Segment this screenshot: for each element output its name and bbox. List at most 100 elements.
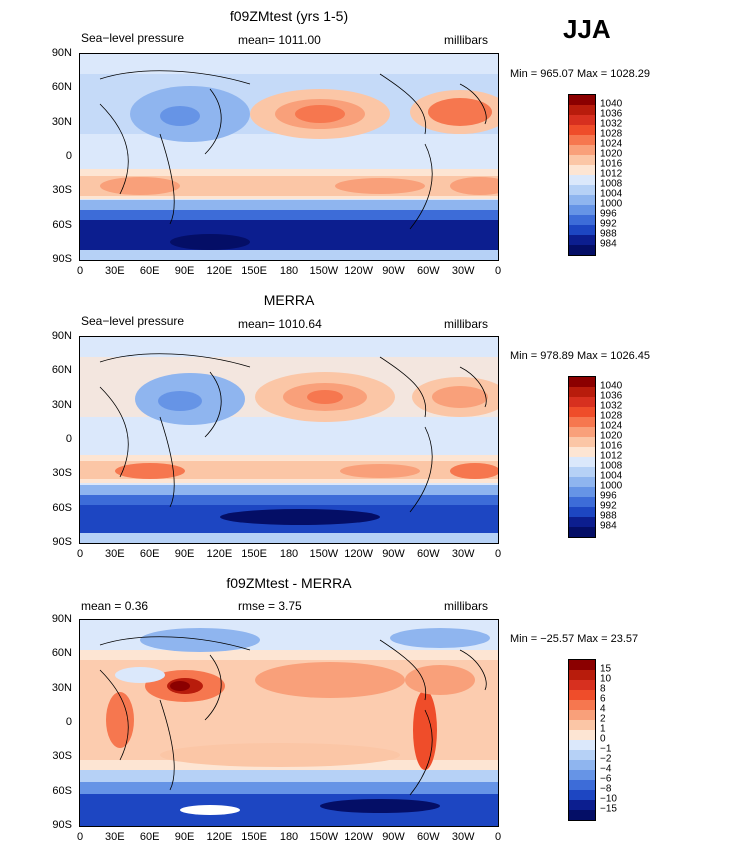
colorbar-swatch <box>569 487 595 497</box>
colorbar-level: −10 <box>600 793 617 805</box>
latitude-tick-label: 0 <box>65 716 72 728</box>
latitude-tick-label: 60N <box>51 647 72 660</box>
colorbar-swatch <box>569 750 595 760</box>
colorbar-swatch <box>569 235 595 245</box>
colorbar-swatch <box>569 397 595 407</box>
variable-label: Sea−level pressure <box>81 31 185 45</box>
colorbar-level: 1008 <box>600 178 623 190</box>
longitude-tick-label: 120W <box>344 548 374 560</box>
colorbar-level: 1020 <box>600 148 623 160</box>
longitude-tick-label: 150W <box>309 831 339 843</box>
longitude-tick-label: 30E <box>105 831 125 843</box>
colorbar-swatch <box>569 155 595 165</box>
longitude-tick-label: 30E <box>105 265 125 277</box>
longitude-tick-label: 60E <box>139 265 160 277</box>
colorbar-swatch <box>569 115 595 125</box>
units-label: millibars <box>444 317 489 331</box>
variable-label: Sea−level pressure <box>81 314 185 328</box>
longitude-tick-label: 90E <box>174 548 195 560</box>
slp-map-difference <box>79 619 499 827</box>
longitude-tick-label: 150W <box>309 548 339 560</box>
latitude-tick-label: 30S <box>52 750 72 763</box>
colorbar-swatch <box>569 467 595 477</box>
colorbar-level: −8 <box>600 783 612 795</box>
colorbar-level: 1036 <box>600 390 623 402</box>
longitude-tick-label: 30W <box>451 548 475 560</box>
colorbar-swatch <box>569 205 595 215</box>
latitude-tick-label: 60S <box>52 784 72 797</box>
colorbar-swatch <box>569 710 595 720</box>
latitude-tick-label: 0 <box>65 150 72 162</box>
latitude-tick-label: 90S <box>52 253 72 265</box>
colorbar-swatch <box>569 700 595 710</box>
colorbar-swatch <box>569 447 595 457</box>
colorbar-swatch <box>569 185 595 195</box>
colorbar <box>568 659 596 821</box>
colorbar-swatch <box>569 660 595 670</box>
colorbar-swatch <box>569 427 595 437</box>
colorbar-level: 1032 <box>600 118 623 130</box>
panel-title: MERRA <box>263 292 315 308</box>
colorbar-level: 1040 <box>600 380 623 392</box>
colorbar-level: −15 <box>600 803 617 815</box>
colorbar-level: 1 <box>600 723 606 735</box>
rmse-label: rmse = 3.75 <box>238 599 302 613</box>
colorbar-level: 1008 <box>600 460 623 472</box>
colorbar-level: 1024 <box>600 138 623 150</box>
mean-label: mean= 1010.64 <box>238 317 322 331</box>
mean-label: mean = 0.36 <box>81 599 149 613</box>
colorbar-swatch <box>569 507 595 517</box>
colorbar-level: −4 <box>600 763 612 775</box>
units-label: millibars <box>444 33 489 47</box>
longitude-tick-label: 30E <box>105 548 125 560</box>
longitude-tick-label: 150E <box>241 831 268 843</box>
colorbar-level: 984 <box>600 520 617 532</box>
colorbar-level: 992 <box>600 218 617 230</box>
latitude-tick-label: 30N <box>51 681 72 694</box>
latitude-tick-label: 0 <box>65 433 72 445</box>
colorbar-swatch <box>569 105 595 115</box>
slp-map-merra <box>79 336 499 544</box>
longitude-tick-label: 30W <box>451 831 475 843</box>
colorbar-swatch <box>569 417 595 427</box>
longitude-tick-label: 60W <box>417 548 440 560</box>
latitude-tick-label: 90N <box>51 330 72 342</box>
longitude-tick-label: 0 <box>494 265 502 277</box>
colorbar-level: 1036 <box>600 108 623 120</box>
latitude-tick-label: 60S <box>52 501 72 514</box>
latitude-tick-label: 60S <box>52 218 72 231</box>
panel-title: f09ZMtest - MERRA <box>226 575 352 591</box>
latitude-tick-label: 30S <box>52 467 72 480</box>
colorbar-swatch <box>569 790 595 800</box>
colorbar-level: 984 <box>600 238 617 250</box>
colorbar-swatch <box>569 457 595 467</box>
colorbar-swatch <box>569 407 595 417</box>
colorbar-swatch <box>569 135 595 145</box>
colorbar-swatch <box>569 245 595 255</box>
colorbar-swatch <box>569 770 595 780</box>
mean-label: mean= 1011.00 <box>238 33 321 47</box>
longitude-tick-label: 0 <box>494 831 502 843</box>
longitude-tick-label: 60E <box>139 548 160 560</box>
colorbar-level: 1004 <box>600 188 623 200</box>
colorbar-swatch <box>569 810 595 820</box>
colorbar-level: 988 <box>600 228 617 240</box>
colorbar-swatch <box>569 215 595 225</box>
colorbar-level: 992 <box>600 500 617 512</box>
colorbar-swatch <box>569 497 595 507</box>
colorbar-level: 1028 <box>600 410 623 422</box>
slp-map-model <box>79 53 499 261</box>
latitude-tick-label: 90N <box>51 613 72 625</box>
longitude-tick-label: 90W <box>382 831 405 843</box>
longitude-tick-label: 0 <box>76 265 84 277</box>
colorbar-swatch <box>569 145 595 155</box>
colorbar-swatch <box>569 175 595 185</box>
colorbar-swatch <box>569 680 595 690</box>
longitude-tick-label: 0 <box>76 831 84 843</box>
colorbar-level: 1040 <box>600 98 623 110</box>
units-label: millibars <box>444 599 489 613</box>
longitude-tick-label: 120W <box>344 831 374 843</box>
colorbar-swatch <box>569 437 595 447</box>
colorbar-swatch <box>569 517 595 527</box>
colorbar-swatch <box>569 387 595 397</box>
